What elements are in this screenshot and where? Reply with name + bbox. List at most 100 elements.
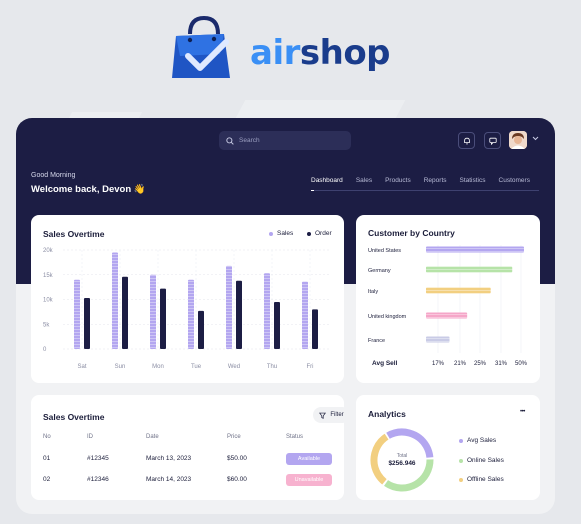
messages-button[interactable]: [484, 132, 501, 149]
tab-products[interactable]: Products: [385, 177, 411, 184]
chat-icon: [488, 137, 497, 145]
bar-order: [236, 280, 242, 349]
search-input[interactable]: Search: [219, 131, 351, 150]
x-tick-label: 50%: [515, 361, 528, 367]
analytics-title: Analytics: [368, 409, 406, 419]
tab-reports[interactable]: Reports: [423, 177, 447, 184]
filter-icon: [319, 412, 327, 419]
x-tick-label: Wed: [228, 364, 240, 370]
cell-date: March 13, 2023: [146, 455, 192, 462]
x-tick-label: Sat: [77, 364, 86, 370]
bar-order: [84, 298, 90, 349]
cell-price: $50.00: [227, 455, 247, 462]
legend-label: Avg Sales: [467, 437, 497, 444]
background-stripe: [234, 100, 406, 120]
country-bar: [426, 336, 450, 343]
greeting-text: Good Morning: [31, 172, 76, 179]
cell-no: 01: [43, 455, 51, 462]
bar-order: [122, 276, 128, 349]
filter-button[interactable]: Filter: [313, 407, 350, 423]
legend-swatch: [269, 231, 273, 236]
bar-order: [198, 310, 204, 349]
brand-logo: airshop: [170, 14, 391, 82]
dashboard-window: Search Good Morning Welcome back, Devon …: [16, 118, 555, 514]
avatar[interactable]: [509, 131, 527, 149]
bar-sales: [112, 252, 118, 349]
cell-id: #12346: [87, 476, 109, 483]
legend-label: Online Sales: [467, 457, 504, 464]
category-label: Italy: [368, 289, 378, 295]
donut-total-value: $256.946: [388, 460, 416, 467]
legend-swatch: [307, 231, 311, 236]
country-bar: [426, 287, 491, 294]
bar-sales: [74, 279, 80, 349]
x-tick-label: 21%: [454, 361, 467, 367]
country-bar-chart: Customer by Country 17% 21% 25% 31% 50% Avg Se…: [368, 228, 528, 367]
tab-divider: [314, 190, 539, 191]
more-options-icon[interactable]: •••: [520, 409, 525, 415]
column-header-id: ID: [87, 434, 93, 440]
x-tick-label: 31%: [495, 361, 508, 367]
tab-statistics[interactable]: Statistics: [459, 177, 486, 184]
legend-avg-sales: Avg Sales: [459, 437, 496, 444]
category-label: United kingdom: [368, 314, 407, 320]
category-label: United States: [368, 248, 401, 254]
country-bar: [426, 246, 524, 253]
donut-segment: [370, 428, 434, 492]
x-tick-label: Tue: [191, 364, 202, 370]
brand-name-part2: shop: [299, 33, 391, 73]
legend-label: Order: [315, 230, 332, 237]
analytics-card: Analytics ••• Total $256.946 Avg Sales O…: [356, 395, 540, 500]
brand-name-part1: air: [250, 33, 300, 73]
status-badge: Available: [286, 453, 332, 465]
bar-order: [274, 301, 280, 349]
filter-label: Filter: [330, 412, 344, 418]
chart-legend-sales: Sales: [269, 230, 293, 237]
y-tick-label: 10k: [43, 298, 54, 304]
search-icon: [226, 136, 234, 145]
tab-customers[interactable]: Customers: [498, 177, 530, 184]
y-tick-label: 15k: [43, 273, 54, 279]
sales-bar-chart: 0 5k 10k 15k 20k Sat Sun Mon Tue Wed Thu Fri: [43, 248, 329, 370]
x-tick-label: 25%: [474, 361, 487, 367]
page-title: Welcome back, Devon 👋: [31, 184, 146, 195]
x-axis-label: Avg Sell: [372, 360, 398, 367]
x-tick-label: Thu: [267, 364, 277, 370]
brand-wordmark: airshop: [250, 33, 391, 73]
tab-sales[interactable]: Sales: [355, 177, 373, 184]
bar-sales: [226, 265, 232, 349]
chevron-down-icon[interactable]: [532, 136, 539, 141]
country-bar: [426, 266, 513, 273]
cell-date: March 14, 2023: [146, 476, 192, 483]
shopping-bag-icon: [172, 15, 230, 78]
bar-order: [160, 288, 166, 349]
bar-order: [312, 309, 318, 349]
legend-label: Offline Sales: [467, 476, 504, 483]
analytics-donut-chart: [370, 428, 434, 492]
sales-chart-card: Sales Overtime Sales Order 0 5k 10k 15k 20k S…: [31, 215, 344, 383]
legend-swatch: [459, 438, 463, 443]
bar-sales: [302, 281, 308, 349]
user-photo-icon: [509, 131, 527, 149]
column-header-price: Price: [227, 434, 241, 440]
country-bar: [426, 312, 468, 319]
sales-table-card: Sales Overtime Filter No ID Date Price S…: [31, 395, 350, 500]
donut-segment: [370, 428, 434, 492]
bar-sales: [150, 274, 156, 349]
column-header-status: Status: [286, 434, 304, 440]
country-chart-card: Customer by Country 17% 21% 25% 31% 50% Avg Se…: [356, 215, 540, 383]
column-header-date: Date: [146, 434, 159, 440]
legend-label: Sales: [277, 230, 294, 237]
cell-price: $60.00: [227, 476, 247, 483]
tab-dashboard[interactable]: Dashboard: [311, 177, 343, 191]
cell-id: #12345: [87, 455, 109, 462]
y-tick-label: 20k: [43, 248, 54, 254]
legend-online-sales: Online Sales: [459, 457, 504, 464]
notification-button[interactable]: [458, 132, 475, 149]
chart-legend-order: Order: [307, 230, 332, 237]
donut-total-label: Total: [396, 453, 408, 459]
bar-sales: [188, 279, 194, 349]
category-label: Germany: [368, 268, 391, 274]
sales-chart-title: Sales Overtime: [43, 229, 105, 239]
tab-bar: Dashboard Sales Products Reports Statist…: [311, 177, 543, 191]
